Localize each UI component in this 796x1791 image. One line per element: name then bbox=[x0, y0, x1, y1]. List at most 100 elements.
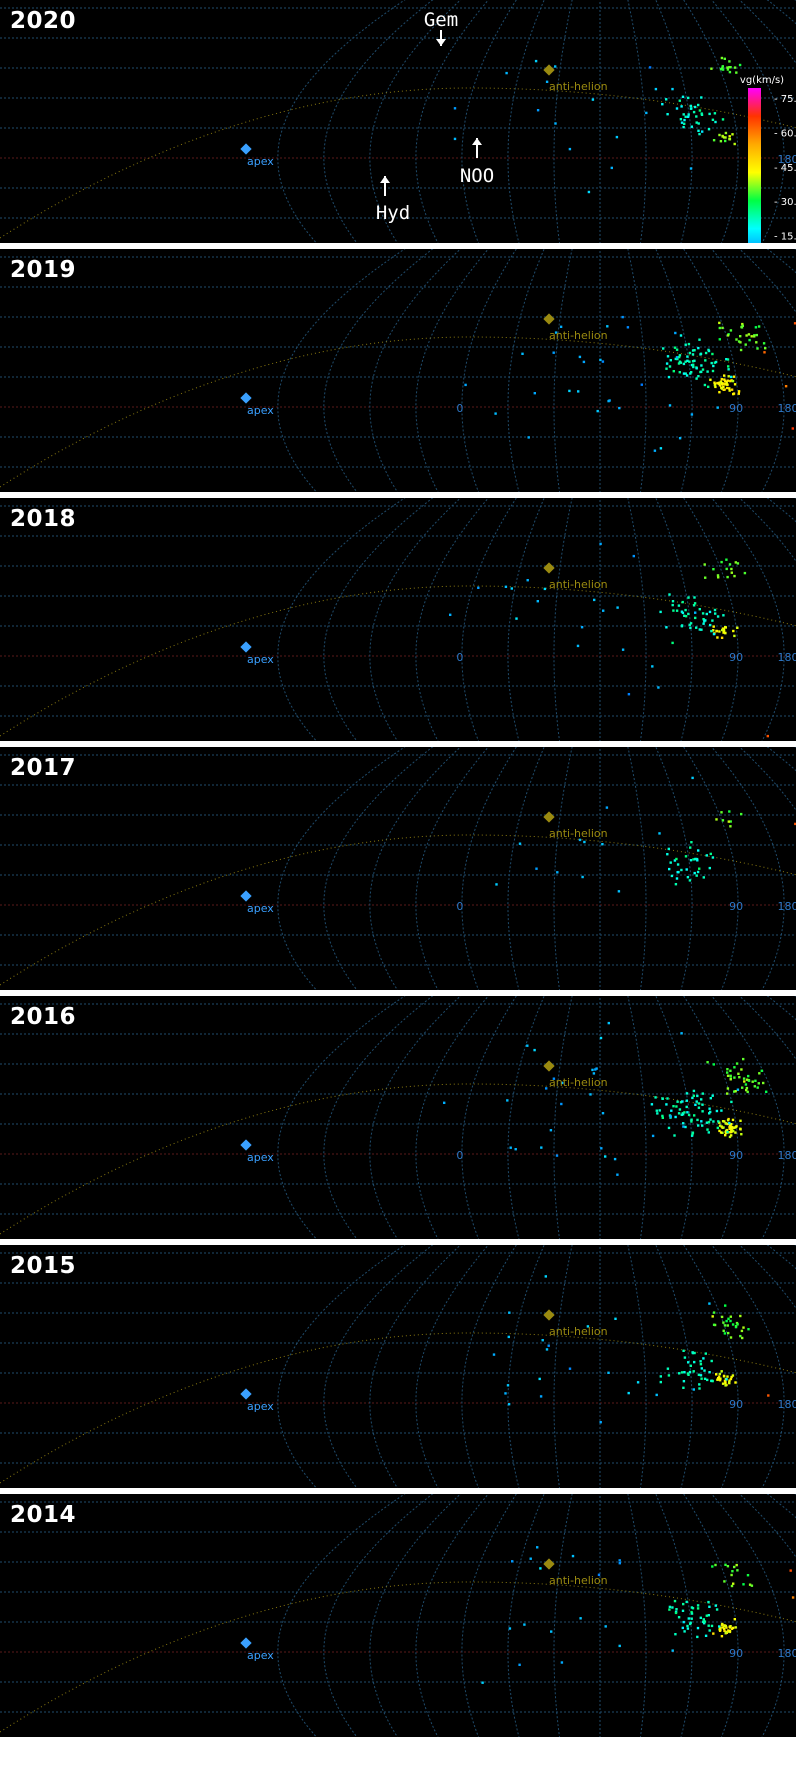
meteor-point bbox=[720, 1315, 724, 1319]
meteor-point bbox=[696, 1635, 699, 1639]
meteor-point bbox=[495, 883, 498, 886]
meteor-point bbox=[731, 1626, 735, 1630]
meteor-point bbox=[715, 1373, 718, 1376]
meteor-point bbox=[718, 1372, 721, 1376]
longitude-gridline bbox=[369, 1245, 462, 1488]
longitude-gridline bbox=[789, 747, 796, 990]
meteor-point bbox=[735, 1125, 738, 1128]
meteor-point bbox=[726, 1324, 729, 1327]
meteor-point bbox=[728, 1122, 731, 1125]
meteor-point bbox=[618, 1559, 621, 1562]
meteor-point bbox=[725, 558, 728, 561]
anti-helion-label: anti-helion bbox=[549, 1325, 608, 1338]
sky-map-panel-2020: 180 apex anti-helion Gem NOO Hyd vg(km/s) - 75.… bbox=[0, 0, 796, 243]
meteor-point bbox=[719, 1628, 722, 1631]
meteor-point bbox=[618, 1644, 621, 1648]
meteor-point bbox=[693, 1351, 696, 1355]
meteor-point bbox=[720, 387, 724, 390]
meteor-point bbox=[680, 105, 683, 108]
meteor-point bbox=[680, 121, 684, 124]
longitude-gridline bbox=[683, 498, 739, 741]
meteor-point bbox=[671, 603, 674, 607]
meteor-point bbox=[713, 112, 717, 115]
meteor-point bbox=[702, 1618, 705, 1621]
meteor-point bbox=[722, 631, 725, 634]
longitude-gridline bbox=[655, 249, 693, 492]
meteor-point bbox=[703, 1377, 707, 1380]
meteor-point bbox=[666, 1367, 670, 1370]
year-label: 2015 bbox=[10, 1253, 77, 1279]
meteor-point bbox=[591, 98, 595, 101]
meteor-point bbox=[702, 876, 705, 879]
meteor-point bbox=[561, 1081, 564, 1085]
meteor-point bbox=[742, 1583, 745, 1586]
meteor-point bbox=[668, 1608, 671, 1611]
grid-lines bbox=[0, 747, 796, 990]
meteor-point bbox=[720, 1635, 724, 1638]
meteor-point bbox=[626, 326, 630, 329]
anti-helion-marker bbox=[543, 313, 555, 325]
longitude-gridline bbox=[507, 996, 545, 1239]
meteor-point bbox=[726, 1130, 729, 1134]
longitude-gridline bbox=[415, 747, 489, 990]
longitude-gridline bbox=[461, 747, 517, 990]
apex-marker bbox=[240, 392, 252, 404]
longitude-gridline bbox=[461, 996, 517, 1239]
meteor-point bbox=[730, 1584, 734, 1588]
longitude-gridline bbox=[369, 1494, 462, 1737]
meteor-point bbox=[571, 1554, 575, 1558]
meteor-point bbox=[724, 1304, 727, 1307]
anti-helion-marker bbox=[543, 1309, 555, 1321]
meteor-point bbox=[672, 1105, 675, 1108]
meteor-point bbox=[671, 600, 675, 603]
meteor-point bbox=[726, 1565, 730, 1568]
meteor-point bbox=[692, 365, 695, 369]
meteor-point bbox=[680, 625, 684, 628]
meteor-point bbox=[669, 861, 672, 864]
meteor-point bbox=[693, 1114, 696, 1117]
meteor-point bbox=[594, 1068, 597, 1071]
meteor-point bbox=[733, 66, 737, 69]
meteor-point bbox=[543, 587, 547, 591]
colorbar-tick-label: - 15.0 bbox=[774, 232, 796, 243]
longitude-gridline bbox=[553, 747, 573, 990]
meteor-point bbox=[743, 571, 747, 575]
meteor-point bbox=[627, 693, 631, 696]
longitude-gridline bbox=[277, 498, 406, 741]
meteor-point bbox=[716, 636, 719, 639]
meteor-point bbox=[732, 375, 736, 378]
longitude-gridline bbox=[461, 1245, 517, 1488]
meteor-point bbox=[720, 1370, 723, 1373]
meteor-point bbox=[756, 347, 759, 350]
ecliptic-line bbox=[0, 336, 796, 488]
meteor-point bbox=[684, 372, 687, 375]
meteor-point bbox=[707, 1600, 710, 1604]
meteor-point bbox=[762, 1081, 765, 1085]
meteor-point bbox=[712, 1063, 715, 1066]
meteor-point bbox=[687, 342, 691, 346]
meteor-point bbox=[739, 1334, 742, 1338]
meteor-point bbox=[665, 362, 669, 365]
meteor-point bbox=[728, 138, 732, 141]
meteor-point bbox=[698, 1383, 701, 1386]
meteor-point bbox=[715, 1109, 719, 1113]
x-tick-label: 90 bbox=[729, 1149, 743, 1162]
meteor-point bbox=[763, 351, 766, 354]
meteor-point bbox=[621, 648, 625, 651]
meteor-point bbox=[718, 1129, 721, 1133]
longitude-gridline bbox=[742, 1494, 796, 1737]
sky-map-panel-2016: 180 90 0 apex anti-helion 2016 bbox=[0, 996, 796, 1239]
apex-label: apex bbox=[247, 653, 274, 666]
meteor-point bbox=[718, 326, 721, 330]
meteor-point bbox=[724, 1384, 727, 1387]
meteor-point bbox=[693, 359, 696, 362]
meteor-point bbox=[539, 1395, 543, 1398]
meteor-point bbox=[697, 103, 700, 107]
meteor-point bbox=[688, 360, 691, 363]
meteor-point bbox=[529, 1557, 532, 1560]
longitude-gridline bbox=[794, 747, 796, 749]
meteor-point bbox=[724, 626, 727, 629]
anti-helion-marker bbox=[543, 1558, 555, 1570]
longitude-gridline bbox=[766, 249, 796, 274]
meteor-point bbox=[698, 628, 701, 631]
